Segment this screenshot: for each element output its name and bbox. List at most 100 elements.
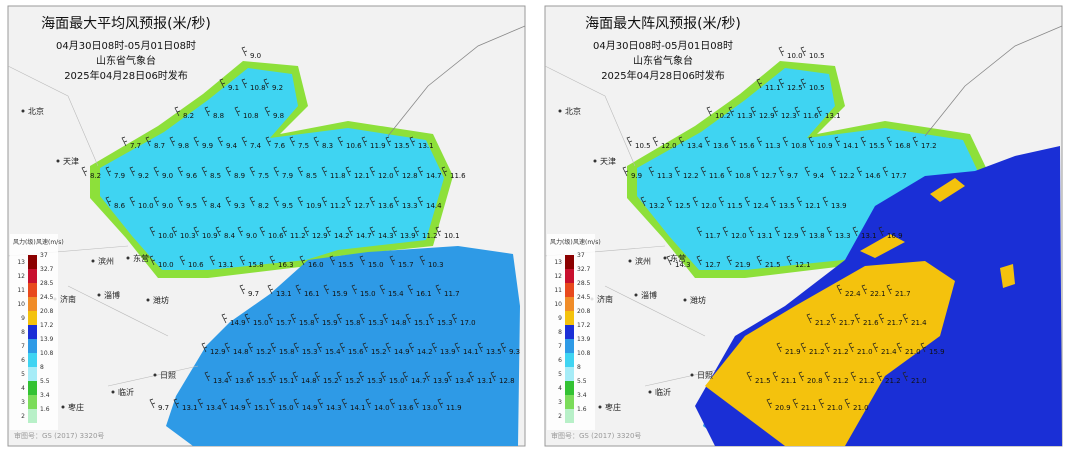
wind-barb: [413, 398, 420, 409]
legend-swatch: [565, 311, 574, 325]
wind-value: 21.4: [911, 319, 927, 327]
wind-value: 12.8: [499, 377, 515, 385]
city-label: 临沂: [655, 387, 671, 397]
wind-value: 21.2: [859, 377, 875, 385]
legend-speed: 5.5: [40, 378, 50, 385]
time-range: 04月30日08时-05月01日08时: [56, 40, 196, 52]
legend-speed-header: 风速(m/s): [573, 239, 601, 246]
wind-barb: [321, 166, 328, 177]
city-dot: [628, 259, 632, 263]
wind-barb: [856, 166, 863, 177]
wind-value: 12.0: [731, 232, 747, 240]
city-label: 济南: [597, 294, 613, 304]
legend-level: 8: [558, 329, 562, 336]
wind-barb: [129, 166, 136, 177]
wind-barb: [405, 313, 412, 324]
wind-value: 15.3: [302, 348, 318, 356]
wind-barb: [886, 136, 893, 147]
wind-barb: [882, 166, 889, 177]
legend-swatch: [28, 353, 37, 367]
wind-value: 14.3: [675, 261, 691, 269]
legend-swatch: [28, 311, 37, 325]
wind-barb: [314, 371, 321, 382]
city-label: 枣庄: [605, 402, 621, 412]
wind-barb: [379, 284, 386, 295]
wind-value: 14.8: [391, 319, 407, 327]
wind-value: 8.5: [306, 172, 317, 180]
title: 海面最大阵风预报(米/秒): [585, 16, 741, 32]
wind-value: 9.0: [162, 172, 173, 180]
wind-value: 10.1: [444, 232, 460, 240]
issuer: 山东省气象台: [633, 54, 693, 67]
wind-barb: [292, 371, 299, 382]
wind-barb: [270, 342, 277, 353]
wind-barb: [500, 342, 507, 353]
wind-barb: [197, 398, 204, 409]
city-label: 东营: [133, 253, 149, 263]
wind-barb: [413, 226, 420, 237]
city-label: 滨州: [635, 256, 651, 266]
wind-barb: [824, 342, 831, 353]
wind-value: 17.2: [921, 142, 937, 150]
wind-value: 8.8: [213, 112, 224, 120]
wind-value: 15.8: [299, 319, 315, 327]
wind-value: 8.2: [90, 172, 101, 180]
wind-value: 10.0: [158, 232, 174, 240]
legend-speed: 20.8: [40, 308, 54, 315]
wind-value: 20.9: [775, 404, 791, 412]
wind-value: 9.8: [178, 142, 189, 150]
legend-level: 3: [558, 399, 562, 406]
wind-barb: [800, 342, 807, 353]
wind-barb: [224, 342, 231, 353]
wind-value: 14.8: [301, 377, 317, 385]
wind-barb: [640, 196, 647, 207]
city-label: 天津: [600, 156, 616, 166]
wind-barb: [245, 398, 252, 409]
wind-value: 21.1: [801, 404, 817, 412]
wind-barb: [259, 226, 266, 237]
wind-value: 21.1: [781, 377, 797, 385]
wind-value: 9.0: [246, 232, 257, 240]
wind-value: 12.9: [759, 112, 775, 120]
wind-barb: [359, 313, 366, 324]
wind-barb: [435, 226, 442, 237]
city-label: 北京: [28, 106, 44, 116]
wind-barb: [325, 226, 332, 237]
wind-value: 13.9: [400, 232, 416, 240]
wind-barb: [393, 166, 400, 177]
wind-barb: [441, 166, 448, 177]
wind-value: 9.0: [162, 202, 173, 210]
wind-barb: [267, 284, 274, 295]
wind-value: 12.0: [661, 142, 677, 150]
wind-barb: [171, 226, 178, 237]
wind-value: 9.1: [228, 84, 239, 92]
wind-value: 21.2: [815, 319, 831, 327]
wind-value: 12.4: [753, 202, 769, 210]
wind-barb: [323, 284, 330, 295]
wind-barb: [402, 371, 409, 382]
city-label: 日照: [160, 371, 176, 380]
wind-value: 11.9: [446, 404, 462, 412]
wind-barb: [861, 284, 868, 295]
wind-value: 15.9: [332, 290, 348, 298]
city-dot: [97, 293, 101, 297]
wind-barb: [468, 371, 475, 382]
wind-barb: [876, 371, 883, 382]
city-label: 潍坊: [690, 295, 706, 305]
wind-value: 11.3: [765, 142, 781, 150]
legend-swatch: [565, 381, 574, 395]
legend-level: 13: [554, 259, 562, 266]
wind-barb: [794, 106, 801, 117]
wind-barb: [149, 398, 156, 409]
wind-barb: [446, 371, 453, 382]
wind-barb: [772, 371, 779, 382]
legend-speed: 32.7: [40, 266, 54, 273]
wind-barb: [204, 371, 211, 382]
wind-value: 8.7: [154, 142, 165, 150]
wind-value: 10.5: [809, 52, 825, 60]
wind-value: 9.7: [787, 172, 798, 180]
legend-speed: 3.4: [40, 392, 50, 399]
wind-barb: [204, 106, 211, 117]
wind-value: 10.5: [809, 84, 825, 92]
wind-value: 10.9: [306, 202, 322, 210]
